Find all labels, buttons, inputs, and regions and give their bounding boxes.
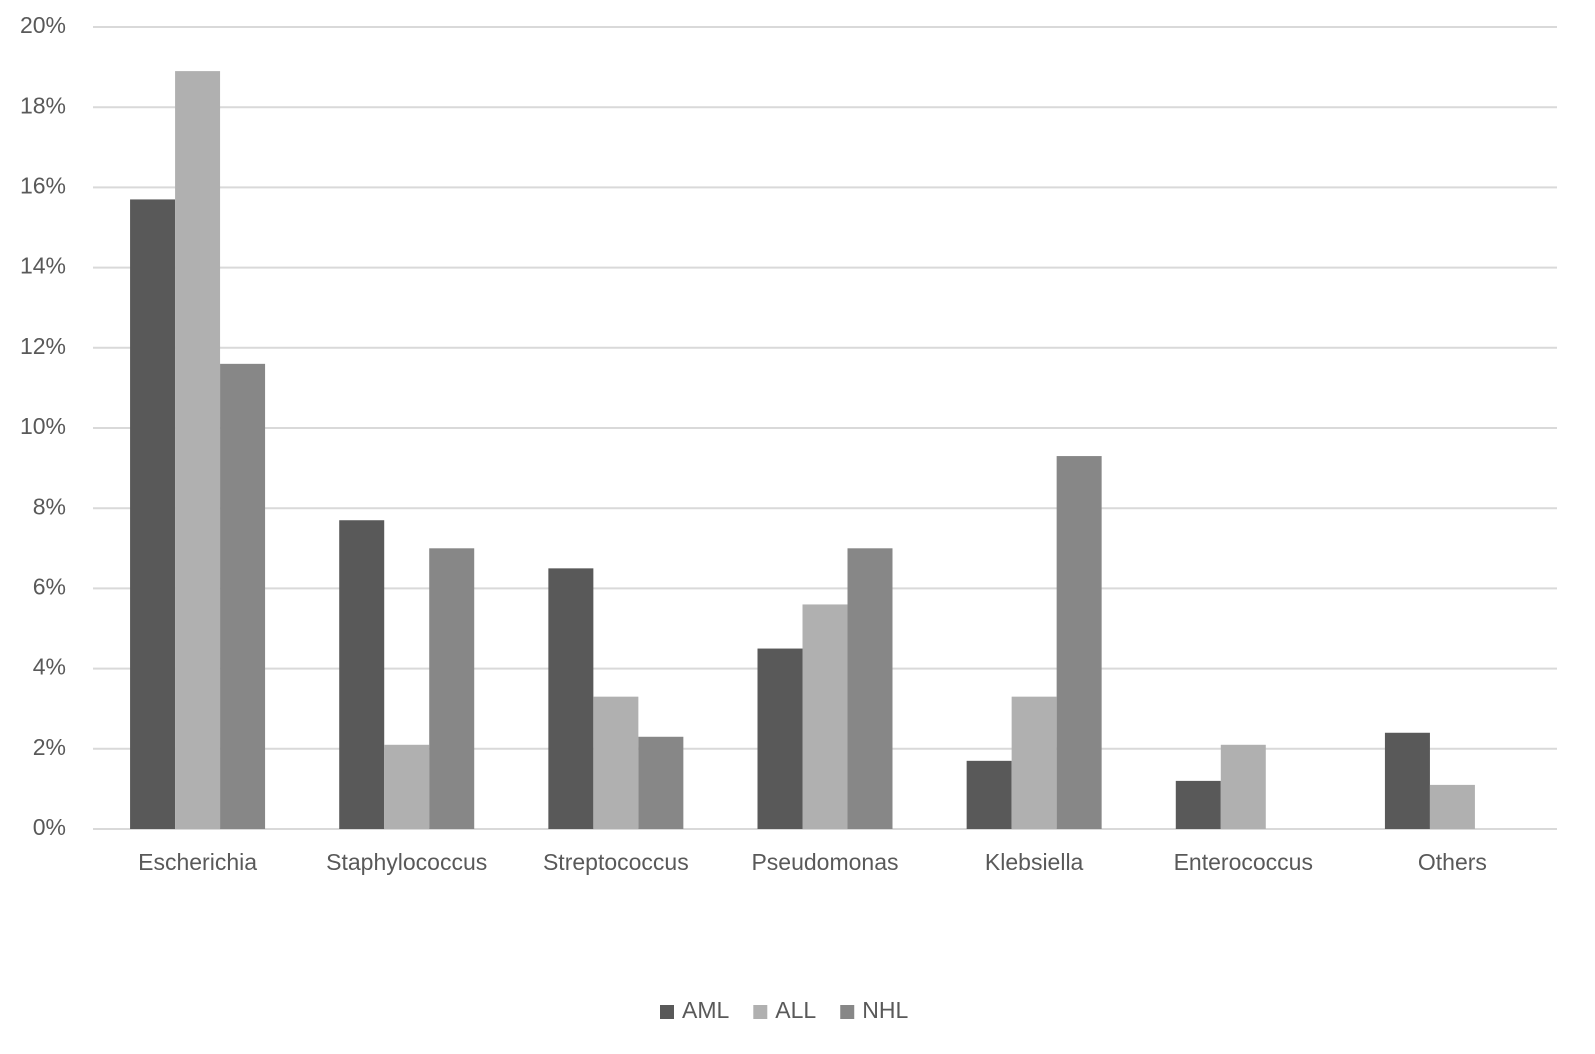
legend-swatch bbox=[840, 1005, 855, 1019]
y-tick-label: 12% bbox=[20, 333, 66, 359]
bar bbox=[384, 744, 430, 829]
x-tick-label: Enterococcus bbox=[1174, 849, 1313, 875]
legend-label: AML bbox=[682, 997, 730, 1023]
x-tick-label: Escherichia bbox=[138, 849, 257, 875]
x-tick-label: Streptococcus bbox=[543, 849, 689, 875]
bar bbox=[966, 760, 1012, 829]
y-tick-label: 4% bbox=[33, 654, 66, 680]
x-tick-label: Pseudomonas bbox=[751, 849, 898, 875]
bar bbox=[130, 199, 176, 829]
bar bbox=[1056, 456, 1102, 829]
bar bbox=[847, 548, 893, 829]
x-tick-label: Staphylococcus bbox=[326, 849, 487, 875]
bar bbox=[593, 696, 639, 829]
bar bbox=[429, 548, 475, 829]
y-tick-label: 14% bbox=[20, 253, 66, 279]
y-tick-label: 18% bbox=[20, 92, 66, 118]
legend-swatch bbox=[753, 1005, 768, 1019]
bar bbox=[757, 648, 803, 829]
bar bbox=[638, 736, 684, 829]
bar bbox=[1429, 784, 1475, 829]
y-tick-label: 8% bbox=[33, 493, 66, 519]
legend-label: NHL bbox=[862, 997, 908, 1023]
y-tick-label: 2% bbox=[33, 734, 66, 760]
x-tick-label: Klebsiella bbox=[985, 849, 1084, 875]
bar bbox=[802, 604, 848, 829]
y-tick-label: 20% bbox=[20, 12, 66, 38]
bar bbox=[175, 71, 221, 830]
bar bbox=[220, 363, 266, 829]
y-tick-label: 16% bbox=[20, 172, 66, 198]
bar bbox=[1175, 780, 1221, 829]
bar bbox=[339, 520, 385, 829]
bar bbox=[1384, 732, 1430, 829]
x-tick-label: Others bbox=[1418, 849, 1487, 875]
bar bbox=[1220, 744, 1266, 829]
bar bbox=[1011, 696, 1057, 829]
y-tick-label: 0% bbox=[33, 814, 66, 840]
y-tick-label: 6% bbox=[33, 573, 66, 599]
bar bbox=[548, 568, 594, 829]
legend-swatch bbox=[660, 1005, 674, 1019]
y-tick-label: 10% bbox=[20, 413, 66, 439]
legend-label: ALL bbox=[775, 997, 816, 1023]
